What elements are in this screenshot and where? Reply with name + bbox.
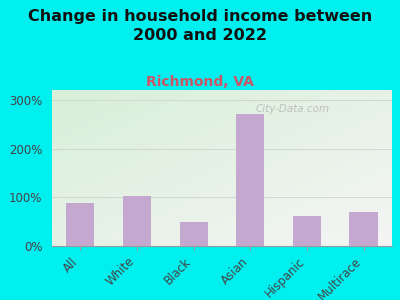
Text: City-Data.com: City-Data.com (256, 104, 330, 114)
Text: Richmond, VA: Richmond, VA (146, 75, 254, 89)
Bar (293, 216, 321, 246)
Text: Change in household income between
2000 and 2022: Change in household income between 2000 … (28, 9, 372, 43)
Bar (123, 196, 151, 246)
Bar (350, 212, 378, 246)
Bar (180, 222, 208, 246)
Bar (66, 203, 94, 246)
Bar (236, 114, 264, 246)
